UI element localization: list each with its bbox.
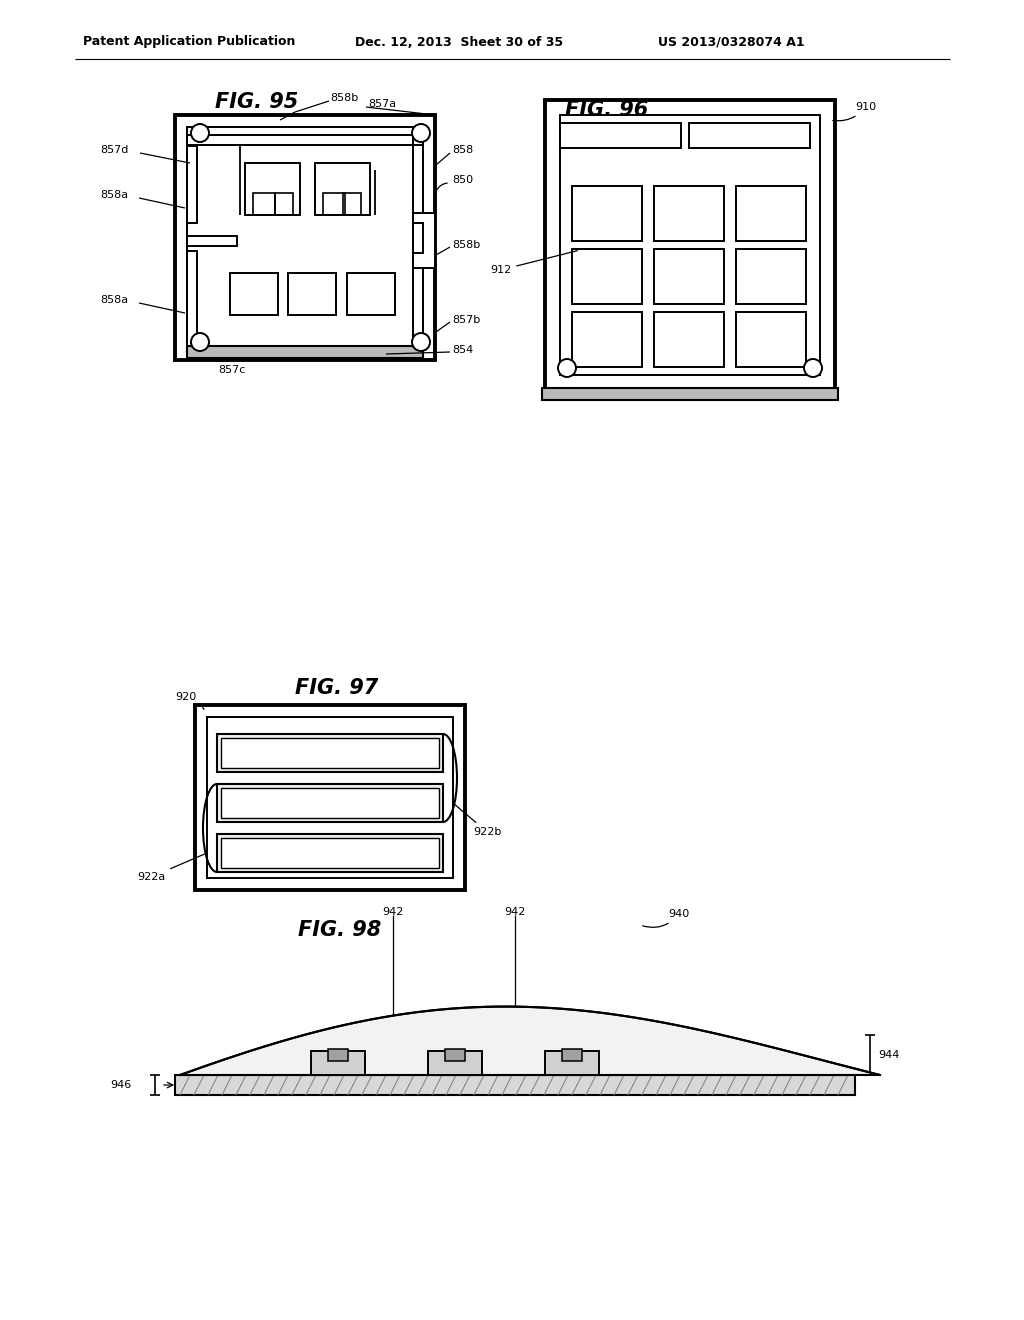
Text: 920: 920 — [175, 692, 204, 709]
Bar — [545, 1051, 599, 1074]
Bar — [221, 738, 439, 768]
Bar — [245, 162, 300, 215]
Bar — [572, 249, 642, 304]
Bar — [221, 838, 439, 869]
Text: 857c: 857c — [218, 366, 246, 375]
Bar — [413, 127, 423, 348]
Text: 858: 858 — [452, 145, 473, 154]
Bar — [221, 788, 439, 818]
Text: 858a: 858a — [100, 294, 128, 305]
Text: 850: 850 — [452, 176, 473, 185]
Bar — [572, 186, 642, 242]
Bar — [428, 1051, 482, 1074]
Text: 912: 912 — [490, 251, 578, 275]
Bar — [545, 100, 835, 389]
Bar — [187, 251, 197, 348]
Bar — [253, 193, 275, 215]
Text: 857d: 857d — [100, 145, 128, 154]
Text: 910: 910 — [833, 102, 877, 121]
Bar — [315, 162, 370, 215]
Bar — [230, 273, 278, 315]
Bar — [187, 236, 237, 246]
Bar — [654, 186, 724, 242]
Text: 940: 940 — [643, 909, 689, 928]
Bar — [736, 249, 806, 304]
Bar — [560, 115, 820, 375]
Bar — [347, 273, 395, 315]
Bar — [187, 346, 423, 358]
Bar — [343, 193, 361, 215]
Text: FIG. 96: FIG. 96 — [565, 100, 648, 120]
Circle shape — [412, 333, 430, 351]
Bar — [217, 784, 443, 822]
Bar — [217, 834, 443, 873]
Polygon shape — [180, 1007, 880, 1074]
Bar — [445, 1049, 465, 1061]
Bar — [654, 249, 724, 304]
Bar — [207, 717, 453, 878]
Bar — [187, 127, 423, 348]
Bar — [560, 123, 681, 148]
Bar — [736, 186, 806, 242]
Text: FIG. 95: FIG. 95 — [215, 92, 298, 112]
Circle shape — [191, 124, 209, 143]
Text: 854: 854 — [452, 345, 473, 355]
Circle shape — [412, 124, 430, 143]
Text: 944: 944 — [878, 1049, 899, 1060]
Bar — [175, 1074, 855, 1096]
Bar — [288, 273, 336, 315]
Bar — [187, 135, 423, 145]
Bar — [413, 213, 435, 268]
Bar — [311, 1051, 365, 1074]
Text: 857a: 857a — [368, 99, 396, 110]
Text: 942: 942 — [382, 907, 403, 917]
Bar — [542, 388, 838, 400]
Bar — [275, 193, 293, 215]
Bar — [736, 312, 806, 367]
Bar — [195, 705, 465, 890]
Bar — [323, 193, 345, 215]
Text: 922a: 922a — [137, 854, 205, 882]
Circle shape — [191, 333, 209, 351]
Bar — [175, 115, 435, 360]
Text: 858b: 858b — [330, 92, 358, 103]
Circle shape — [804, 359, 822, 378]
Bar — [413, 223, 423, 253]
Bar — [572, 312, 642, 367]
Text: 942: 942 — [504, 907, 525, 917]
Circle shape — [558, 359, 575, 378]
Text: FIG. 98: FIG. 98 — [298, 920, 381, 940]
Text: Dec. 12, 2013  Sheet 30 of 35: Dec. 12, 2013 Sheet 30 of 35 — [355, 36, 563, 49]
Bar — [689, 123, 810, 148]
Text: 858a: 858a — [100, 190, 128, 201]
Bar — [217, 734, 443, 772]
Bar — [654, 312, 724, 367]
Text: 922b: 922b — [455, 805, 502, 837]
Text: FIG. 97: FIG. 97 — [295, 678, 378, 698]
Bar — [562, 1049, 582, 1061]
Text: 858b: 858b — [452, 240, 480, 249]
Text: US 2013/0328074 A1: US 2013/0328074 A1 — [658, 36, 805, 49]
Text: 857b: 857b — [452, 315, 480, 325]
Bar — [328, 1049, 348, 1061]
Text: Patent Application Publication: Patent Application Publication — [83, 36, 295, 49]
Bar — [187, 147, 197, 223]
Text: 946: 946 — [110, 1080, 131, 1090]
